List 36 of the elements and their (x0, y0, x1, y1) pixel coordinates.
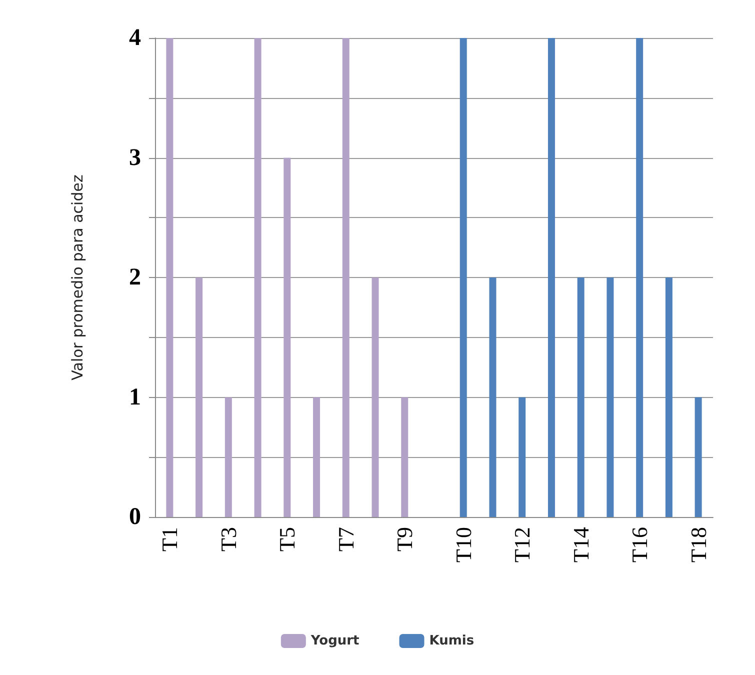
y-axis-title: Valor promedio para acidez (68, 174, 86, 380)
x-tick-label: T14 (568, 527, 594, 562)
bar (372, 278, 379, 517)
bar (401, 397, 408, 517)
bar (636, 38, 644, 517)
bar (224, 397, 232, 517)
bar (694, 397, 702, 517)
y-tick-label: 4 (129, 25, 141, 51)
x-tick-label: T1 (157, 527, 182, 552)
x-tick-label: T12 (510, 527, 535, 562)
x-tick-label: T5 (274, 527, 300, 552)
y-tick-label: 0 (129, 504, 141, 530)
x-tick-label: T18 (686, 527, 711, 562)
bar (254, 38, 262, 517)
x-tick-label: T16 (627, 527, 652, 562)
bar (342, 38, 350, 517)
legend-label: Yogurt (310, 634, 360, 648)
y-tick-label: 3 (129, 144, 141, 171)
x-tick-label: T9 (392, 527, 418, 552)
legend-label: Kumis (429, 634, 474, 648)
x-tick-label: T7 (333, 527, 358, 552)
bar (548, 38, 555, 517)
bar (313, 397, 320, 517)
bar (284, 158, 291, 517)
bar (460, 38, 467, 517)
bar (166, 38, 174, 517)
x-tick-label: T3 (216, 527, 241, 552)
bar (518, 397, 526, 517)
bar (489, 278, 496, 517)
bar (577, 278, 584, 517)
y-tick-label: 1 (129, 384, 141, 410)
bar (606, 278, 614, 517)
bar (665, 278, 672, 517)
x-tick-label: T10 (450, 527, 476, 562)
bar (196, 278, 203, 517)
y-tick-label: 2 (129, 264, 141, 290)
